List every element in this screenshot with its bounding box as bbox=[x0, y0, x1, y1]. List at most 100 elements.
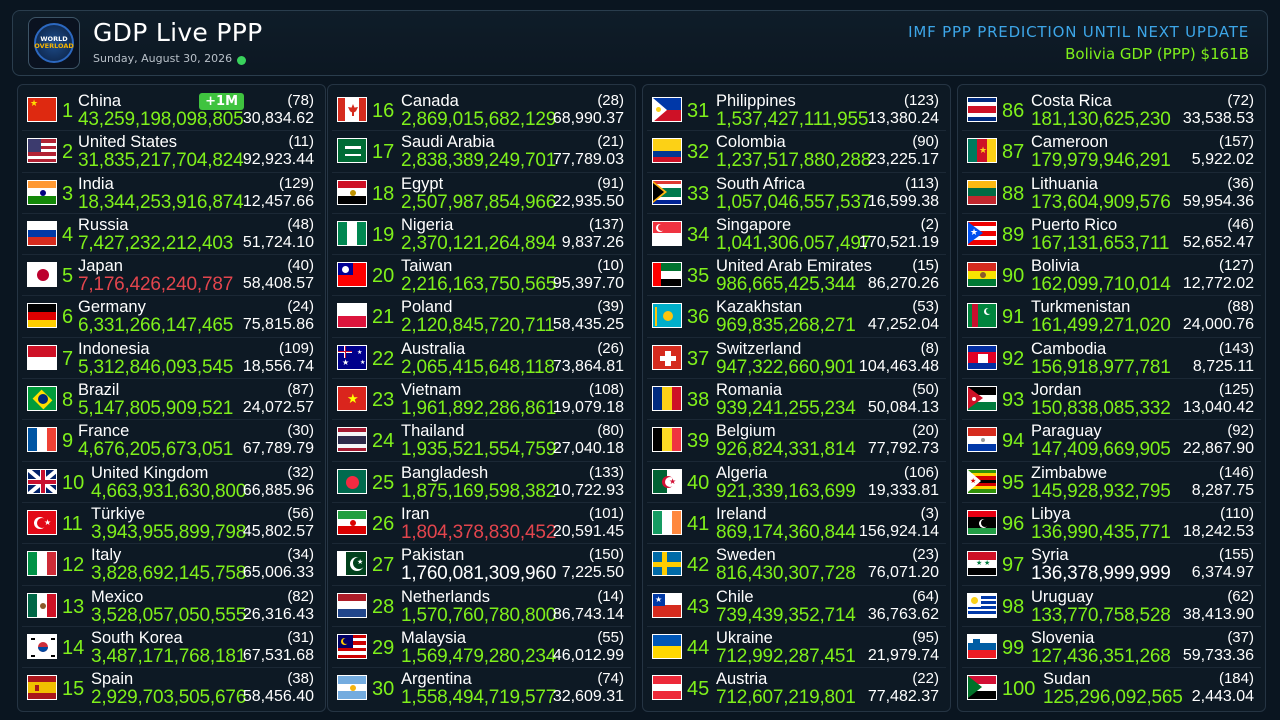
country-name: United States bbox=[78, 133, 178, 152]
country-row: ★ 27 Pakistan 1,760,081,309,960 (150) 7,225.5… bbox=[332, 544, 631, 586]
country-name: South Korea bbox=[91, 628, 183, 647]
per-capita-value: 18,242.53 bbox=[1182, 522, 1254, 540]
rank-number: 22 bbox=[372, 347, 395, 370]
rank-number: 40 bbox=[687, 471, 710, 494]
chile-flag-icon: ★ bbox=[652, 592, 682, 618]
india-flag-icon bbox=[27, 179, 57, 205]
country-name: India bbox=[78, 174, 114, 193]
country-name: Algeria bbox=[716, 463, 768, 482]
per-capita-rank: (30) bbox=[287, 422, 314, 440]
per-capita-rank: (14) bbox=[597, 587, 624, 605]
rank-number: 88 bbox=[1002, 182, 1025, 205]
rank-number: 23 bbox=[372, 389, 395, 412]
per-capita-rank: (101) bbox=[588, 504, 624, 522]
singapore-flag-icon bbox=[652, 220, 682, 246]
gdp-value: 1,041,306,057,497 bbox=[716, 232, 872, 254]
per-capita-rank: (10) bbox=[597, 257, 624, 275]
logo-text-world: WORLD bbox=[40, 35, 68, 43]
world-overload-logo: WORLD OVERLOAD bbox=[28, 17, 80, 69]
per-capita-rank: (62) bbox=[1227, 587, 1254, 605]
gdp-value: 1,558,494,719,577 bbox=[401, 687, 557, 709]
rank-number: 10 bbox=[62, 471, 85, 494]
country-row: ★ 1 China 43,259,198,098,805 (78) 30,834.62 +1… bbox=[22, 90, 321, 132]
country-name: Türkiye bbox=[91, 504, 146, 523]
per-capita-value: 76,071.20 bbox=[867, 564, 939, 582]
per-capita-rank: (55) bbox=[597, 628, 624, 646]
per-capita-rank: (109) bbox=[278, 339, 314, 357]
per-capita-rank: (108) bbox=[588, 381, 624, 399]
japan-flag-icon bbox=[27, 262, 57, 288]
country-row: 7 Indonesia 5,312,846,093,545 (109) 18,556.7… bbox=[22, 338, 321, 380]
rank-number: 18 bbox=[372, 182, 395, 205]
pakistan-flag-icon: ★ bbox=[337, 551, 367, 577]
rank-number: 33 bbox=[687, 182, 710, 205]
rank-number: 41 bbox=[687, 512, 710, 535]
per-capita-value: 77,789.03 bbox=[552, 151, 624, 169]
country-name: Saudi Arabia bbox=[401, 133, 495, 152]
taiwan-flag-icon bbox=[337, 262, 367, 288]
rank-number: 1 bbox=[62, 100, 74, 122]
per-capita-value: 59,954.36 bbox=[1182, 192, 1254, 210]
country-name: Argentina bbox=[401, 670, 472, 689]
per-capita-value: 32,609.31 bbox=[552, 688, 624, 706]
country-row: 93 Jordan 150,838,085,332 (125) 13,040.42 bbox=[962, 379, 1261, 421]
turkmenistan-flag-icon bbox=[967, 303, 997, 329]
gdp-value: 5,312,846,093,545 bbox=[78, 356, 234, 378]
rank-number: 90 bbox=[1002, 265, 1025, 288]
country-row: 92 Cambodia 156,918,977,781 (143) 8,725.11 bbox=[962, 338, 1261, 380]
country-name: Costa Rica bbox=[1031, 92, 1112, 110]
per-capita-rank: (123) bbox=[903, 92, 939, 109]
country-row: ★ ★ 97 Syria 136,378,999,999 (155) 6,374.97 bbox=[962, 544, 1261, 586]
country-name: Libya bbox=[1031, 504, 1071, 523]
per-capita-rank: (150) bbox=[588, 546, 624, 564]
switzerland-flag-icon bbox=[652, 344, 682, 370]
malaysia-flag-icon bbox=[337, 633, 367, 659]
gdp-value: 2,838,389,249,701 bbox=[401, 150, 557, 172]
cambodia-flag-icon bbox=[967, 344, 997, 370]
kazakhstan-flag-icon bbox=[652, 303, 682, 329]
country-row: 21 Poland 2,120,845,720,711 (39) 58,435.25 bbox=[332, 296, 631, 338]
gdp-value: 712,992,287,451 bbox=[716, 645, 856, 667]
rank-number: 93 bbox=[1002, 389, 1025, 412]
per-capita-rank: (129) bbox=[278, 174, 314, 192]
bangladesh-flag-icon bbox=[337, 468, 367, 494]
country-row: 91 Turkmenistan 161,499,271,020 (88) 24,000.… bbox=[962, 296, 1261, 338]
country-row: 29 Malaysia 1,569,479,280,234 (55) 46,012.99 bbox=[332, 627, 631, 669]
per-capita-value: 12,457.66 bbox=[242, 192, 314, 210]
country-name: Paraguay bbox=[1031, 422, 1102, 441]
indonesia-flag-icon bbox=[27, 344, 57, 370]
per-capita-value: 52,652.47 bbox=[1182, 233, 1254, 251]
algeria-flag-icon: ★ bbox=[652, 468, 682, 494]
per-capita-rank: (72) bbox=[1227, 92, 1254, 109]
rank-number: 20 bbox=[372, 265, 395, 288]
gdp-value: 939,241,255,234 bbox=[716, 398, 856, 420]
per-capita-value: 58,435.25 bbox=[552, 316, 624, 334]
country-name: Kazakhstan bbox=[716, 298, 803, 317]
country-name: France bbox=[78, 422, 130, 441]
per-capita-rank: (31) bbox=[287, 628, 314, 646]
country-name: Ireland bbox=[716, 504, 767, 523]
rank-number: 91 bbox=[1002, 306, 1025, 329]
per-capita-value: 66,885.96 bbox=[242, 481, 314, 499]
country-name: Switzerland bbox=[716, 339, 802, 358]
per-capita-rank: (90) bbox=[912, 133, 939, 151]
rank-number: 8 bbox=[62, 389, 74, 412]
country-row: 88 Lithuania 173,604,909,576 (36) 59,954.36 bbox=[962, 173, 1261, 214]
gdp-value: 2,869,015,682,129 bbox=[401, 109, 557, 130]
country-name: Lithuania bbox=[1031, 174, 1098, 193]
per-capita-rank: (38) bbox=[287, 670, 314, 688]
country-row: ★ 11 Türkiye 3,943,955,899,798 (56) 45,802.57 bbox=[22, 503, 321, 545]
per-capita-rank: (50) bbox=[912, 381, 939, 399]
gdp-value: 1,570,760,780,800 bbox=[401, 604, 557, 626]
gdp-value: 145,928,932,795 bbox=[1031, 480, 1171, 502]
per-capita-rank: (20) bbox=[912, 422, 939, 440]
per-capita-value: 156,924.14 bbox=[858, 522, 939, 540]
usa-flag-icon bbox=[27, 138, 57, 164]
country-name: Pakistan bbox=[401, 546, 465, 565]
gdp-value: 1,961,892,286,861 bbox=[401, 398, 557, 420]
nigeria-flag-icon bbox=[337, 220, 367, 246]
southafrica-flag-icon bbox=[652, 179, 682, 205]
rank-number: 29 bbox=[372, 636, 395, 659]
rank-number: 6 bbox=[62, 306, 74, 329]
country-name: Russia bbox=[78, 215, 129, 234]
